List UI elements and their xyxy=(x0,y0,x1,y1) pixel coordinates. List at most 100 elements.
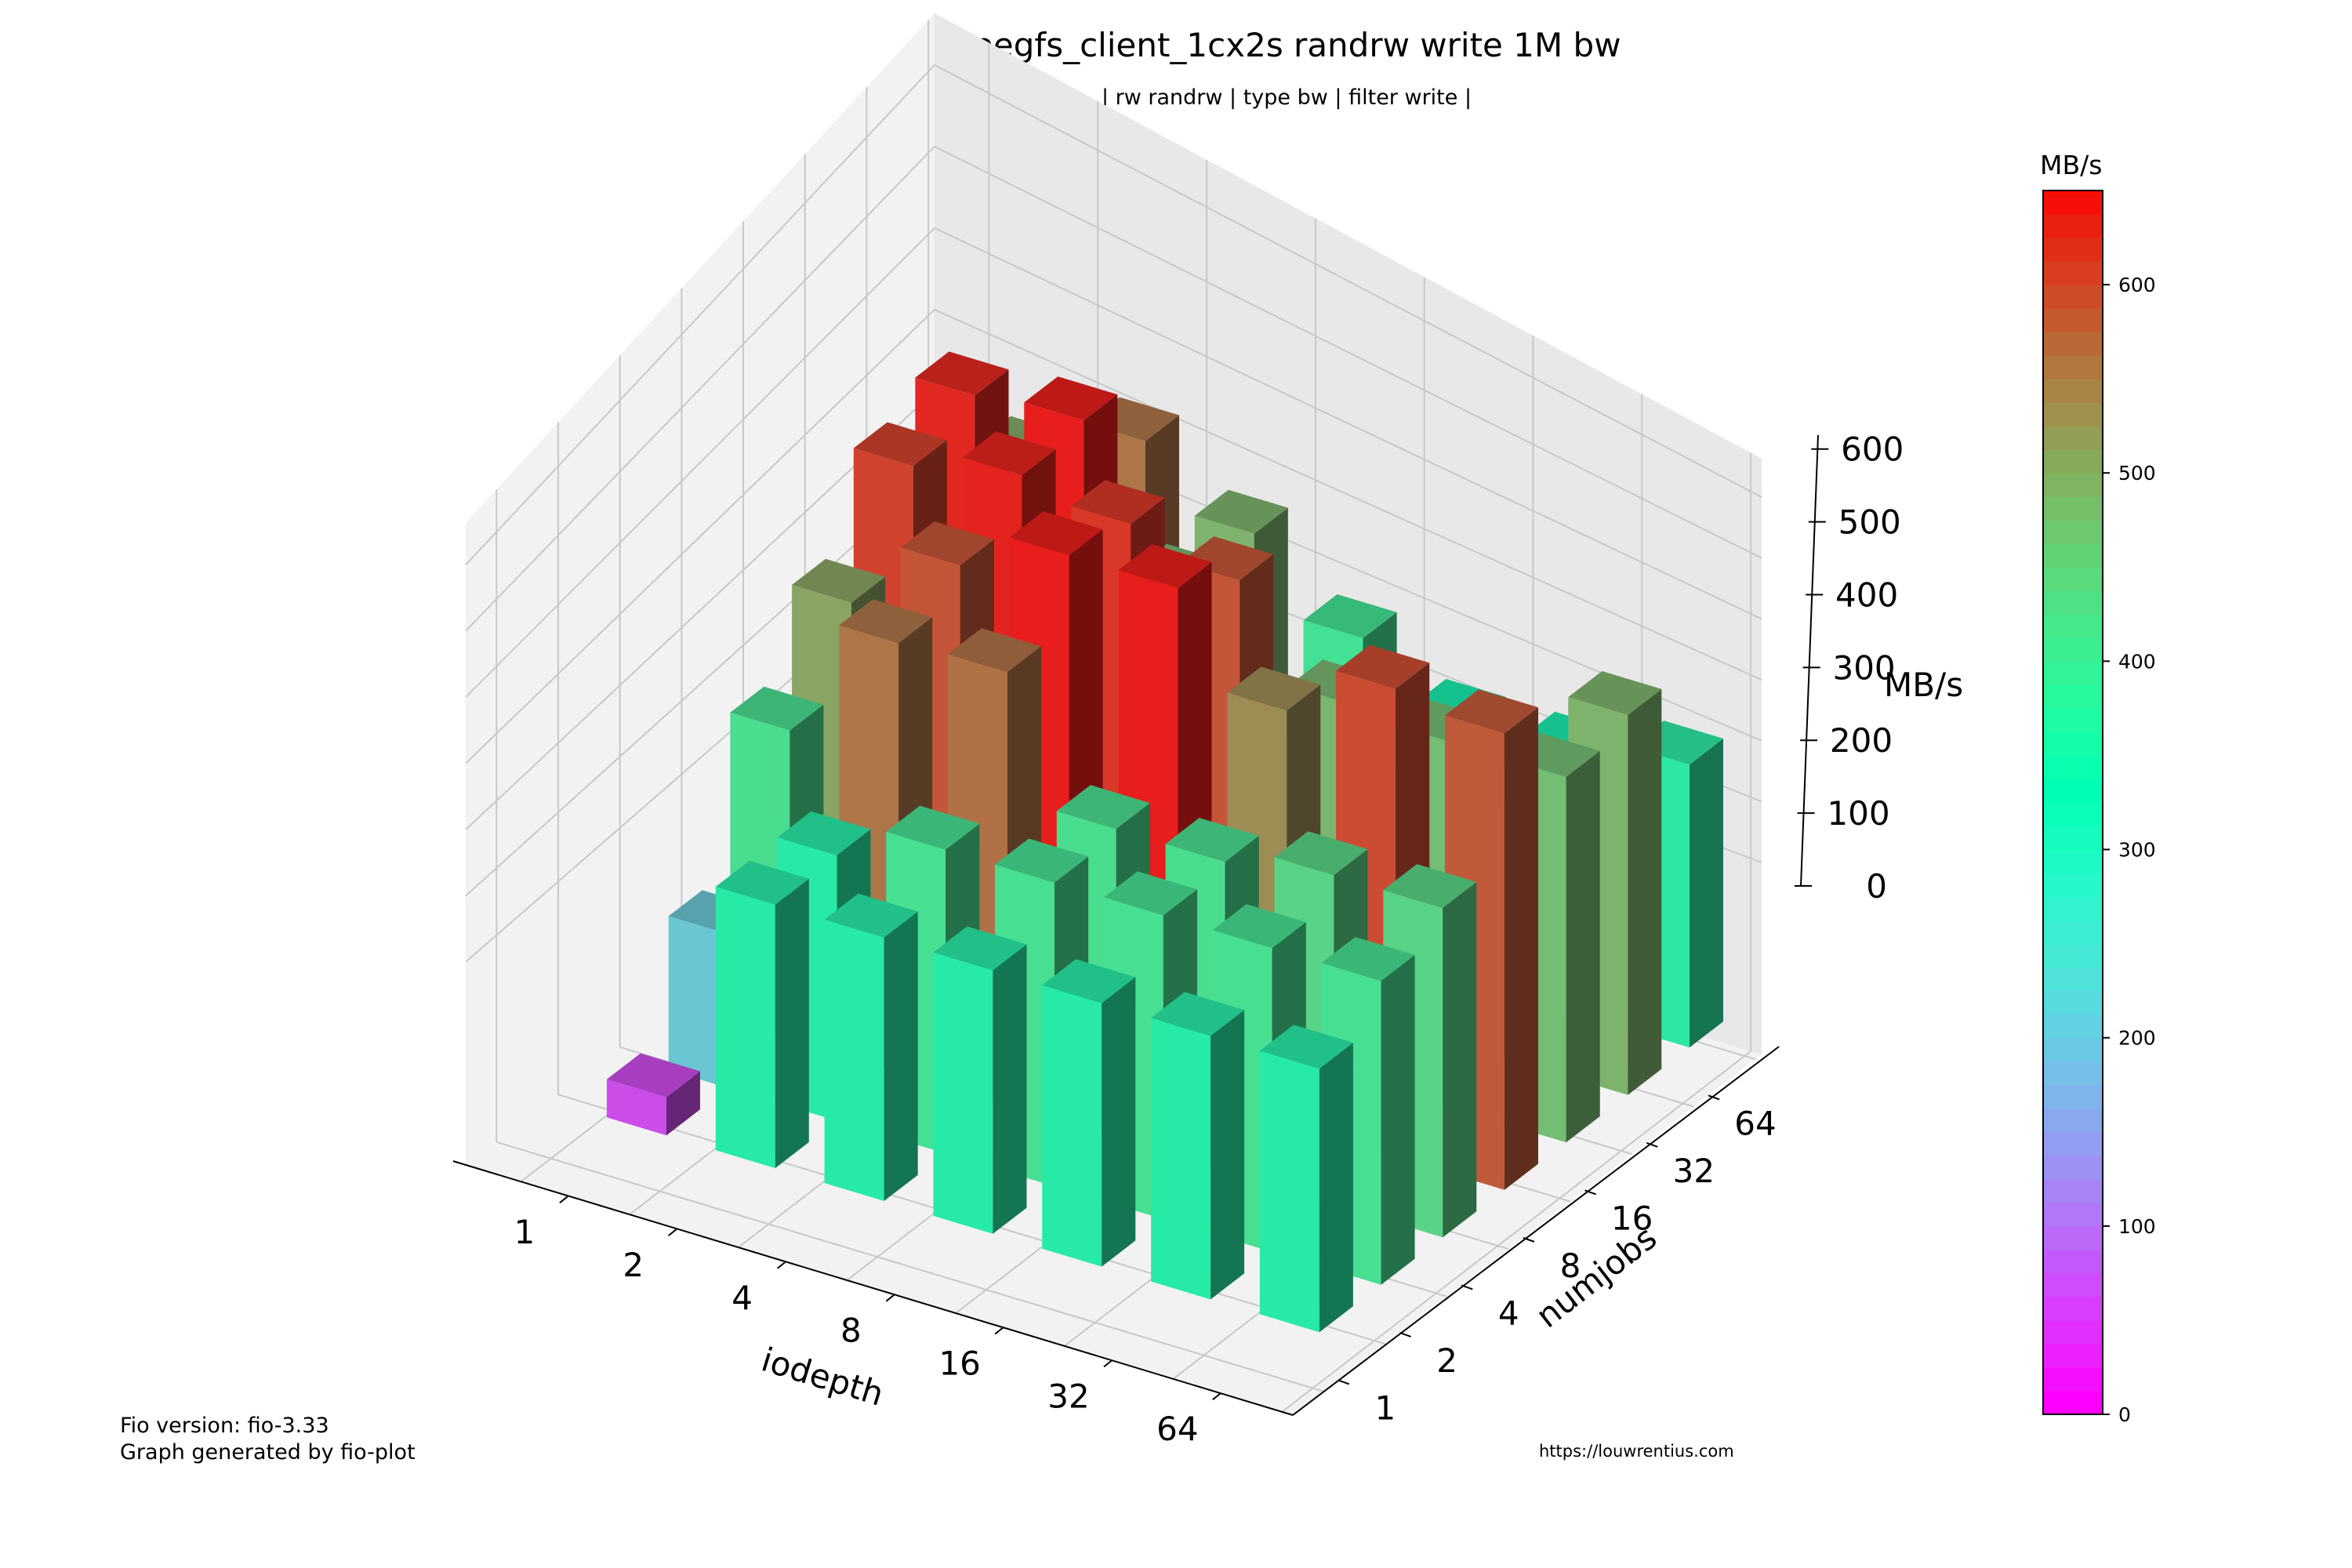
y-axis-label: numjobs xyxy=(1529,1218,1664,1335)
bar-side-face xyxy=(1443,882,1477,1238)
bar-iodepth-8-numjobs-1 xyxy=(933,926,1027,1234)
z-tick-label: 600 xyxy=(1841,430,1904,469)
colorbar-segment xyxy=(2043,1061,2103,1086)
colorbar-segment xyxy=(2043,1202,2103,1227)
colorbar-segment xyxy=(2043,1037,2103,1062)
colorbar-segment xyxy=(2043,449,2103,474)
x-tick xyxy=(668,1229,677,1236)
bar-top-face xyxy=(792,558,886,603)
bar-side-face xyxy=(1504,707,1538,1190)
chart-subtitle: | rw randrw | type bw | filter write | xyxy=(1102,85,1472,110)
colorbar-segment xyxy=(2043,896,2103,921)
colorbar-segment xyxy=(2043,755,2103,780)
bar-top-face xyxy=(1259,1025,1353,1069)
colorbar-tick-label: 0 xyxy=(2118,1403,2131,1426)
x-tick xyxy=(559,1196,568,1203)
colorbar-tick-label: 600 xyxy=(2118,274,2156,296)
colorbar: MB/s 0 100 200 300 400 500 600 xyxy=(2040,150,2156,1426)
colorbar-segment xyxy=(2043,779,2103,804)
x-axis-label: iodepth xyxy=(757,1340,888,1414)
colorbar-segment xyxy=(2043,826,2103,851)
bar-top-face xyxy=(948,628,1041,673)
colorbar-segment xyxy=(2043,1108,2103,1133)
colorbar-segment xyxy=(2043,285,2103,309)
bar-front-face xyxy=(668,916,728,1088)
colorbar-segment xyxy=(2043,920,2103,945)
bar-top-face xyxy=(1445,689,1538,734)
y-tick xyxy=(1646,1142,1658,1148)
colorbar-segment xyxy=(2043,261,2103,285)
bar-top-face xyxy=(1568,671,1662,715)
y-tick xyxy=(1584,1189,1596,1196)
colorbar-segment xyxy=(2043,1155,2103,1180)
bar-side-face xyxy=(884,911,918,1201)
back-wall-gridline xyxy=(934,64,1762,499)
bar-top-face xyxy=(886,805,980,850)
z-tick-label: 300 xyxy=(1832,648,1895,687)
bar-side-face xyxy=(1102,977,1136,1267)
y-axis-line xyxy=(1292,1046,1780,1416)
x-tick xyxy=(885,1294,895,1302)
back-wall-gridline xyxy=(934,145,1762,559)
bar-front-face xyxy=(933,952,993,1234)
bar-top-face xyxy=(824,893,918,938)
colorbar-segment xyxy=(2043,473,2103,497)
bar-top-face xyxy=(1336,644,1430,689)
bar-side-face xyxy=(775,878,809,1168)
floor-gridline-x xyxy=(1281,1051,1751,1413)
z-tick-label: 400 xyxy=(1835,575,1898,614)
colorbar-segment xyxy=(2043,238,2103,262)
y-tick xyxy=(1708,1094,1720,1101)
colorbar-segment xyxy=(2043,1296,2103,1321)
y-tick xyxy=(1338,1379,1350,1385)
colorbar-segment xyxy=(2043,637,2103,662)
bar-front-face xyxy=(1151,1018,1211,1300)
colorbar-segment xyxy=(2043,1272,2103,1298)
bar-top-face xyxy=(1227,666,1321,711)
bar-side-face xyxy=(1690,739,1723,1048)
bar-top-face xyxy=(900,521,994,566)
colorbar-segment xyxy=(2043,214,2103,238)
colorbar-segment xyxy=(2043,426,2103,450)
bar-front-face xyxy=(607,1079,666,1136)
bar-iodepth-4-numjobs-1 xyxy=(824,893,918,1201)
z-tick-label: 200 xyxy=(1830,721,1893,760)
colorbar-segment xyxy=(2043,379,2103,403)
colorbar-segment xyxy=(2043,1249,2103,1274)
colorbar-segment xyxy=(2043,402,2103,426)
bar-top-face xyxy=(1071,480,1165,524)
bar-side-face xyxy=(1319,1043,1353,1333)
colorbar-segment xyxy=(2043,849,2103,874)
colorbar-segment xyxy=(2043,1367,2103,1392)
source-url: https://louwrentius.com xyxy=(1539,1442,1734,1461)
x-tick-label: 32 xyxy=(1047,1377,1089,1415)
y-tick-label: 1 xyxy=(1375,1388,1396,1427)
bar-top-face xyxy=(1321,937,1415,982)
colorbar-segment xyxy=(2043,1131,2103,1156)
x-tick-label: 16 xyxy=(938,1345,980,1383)
colorbar-segment xyxy=(2043,1225,2103,1250)
bar-top-face xyxy=(730,686,824,731)
bar-top-face xyxy=(1303,594,1397,638)
left-wall-gridline xyxy=(465,146,935,632)
colorbar-segment xyxy=(2043,1390,2103,1415)
colorbar-segment xyxy=(2043,1319,2103,1345)
colorbar-tick-label: 300 xyxy=(2118,839,2156,862)
bar-front-face xyxy=(1042,985,1102,1267)
z-tick-label: 100 xyxy=(1827,794,1889,833)
bar-front-face xyxy=(1259,1051,1319,1333)
bar-top-face xyxy=(995,838,1089,883)
bar-iodepth-16-numjobs-1 xyxy=(1042,959,1136,1267)
colorbar-tick-label: 400 xyxy=(2118,650,2156,673)
bar-top-face xyxy=(1056,785,1150,829)
x-tick xyxy=(994,1327,1004,1335)
colorbar-segment xyxy=(2043,943,2103,968)
back-wall-gridline xyxy=(934,308,1762,681)
colorbar-segment xyxy=(2043,1343,2103,1368)
x-tick xyxy=(776,1261,786,1269)
y-tick xyxy=(1523,1236,1535,1243)
colorbar-segment xyxy=(2043,308,2103,332)
colorbar-segment xyxy=(2043,731,2103,757)
z-axis-line xyxy=(1800,434,1819,887)
